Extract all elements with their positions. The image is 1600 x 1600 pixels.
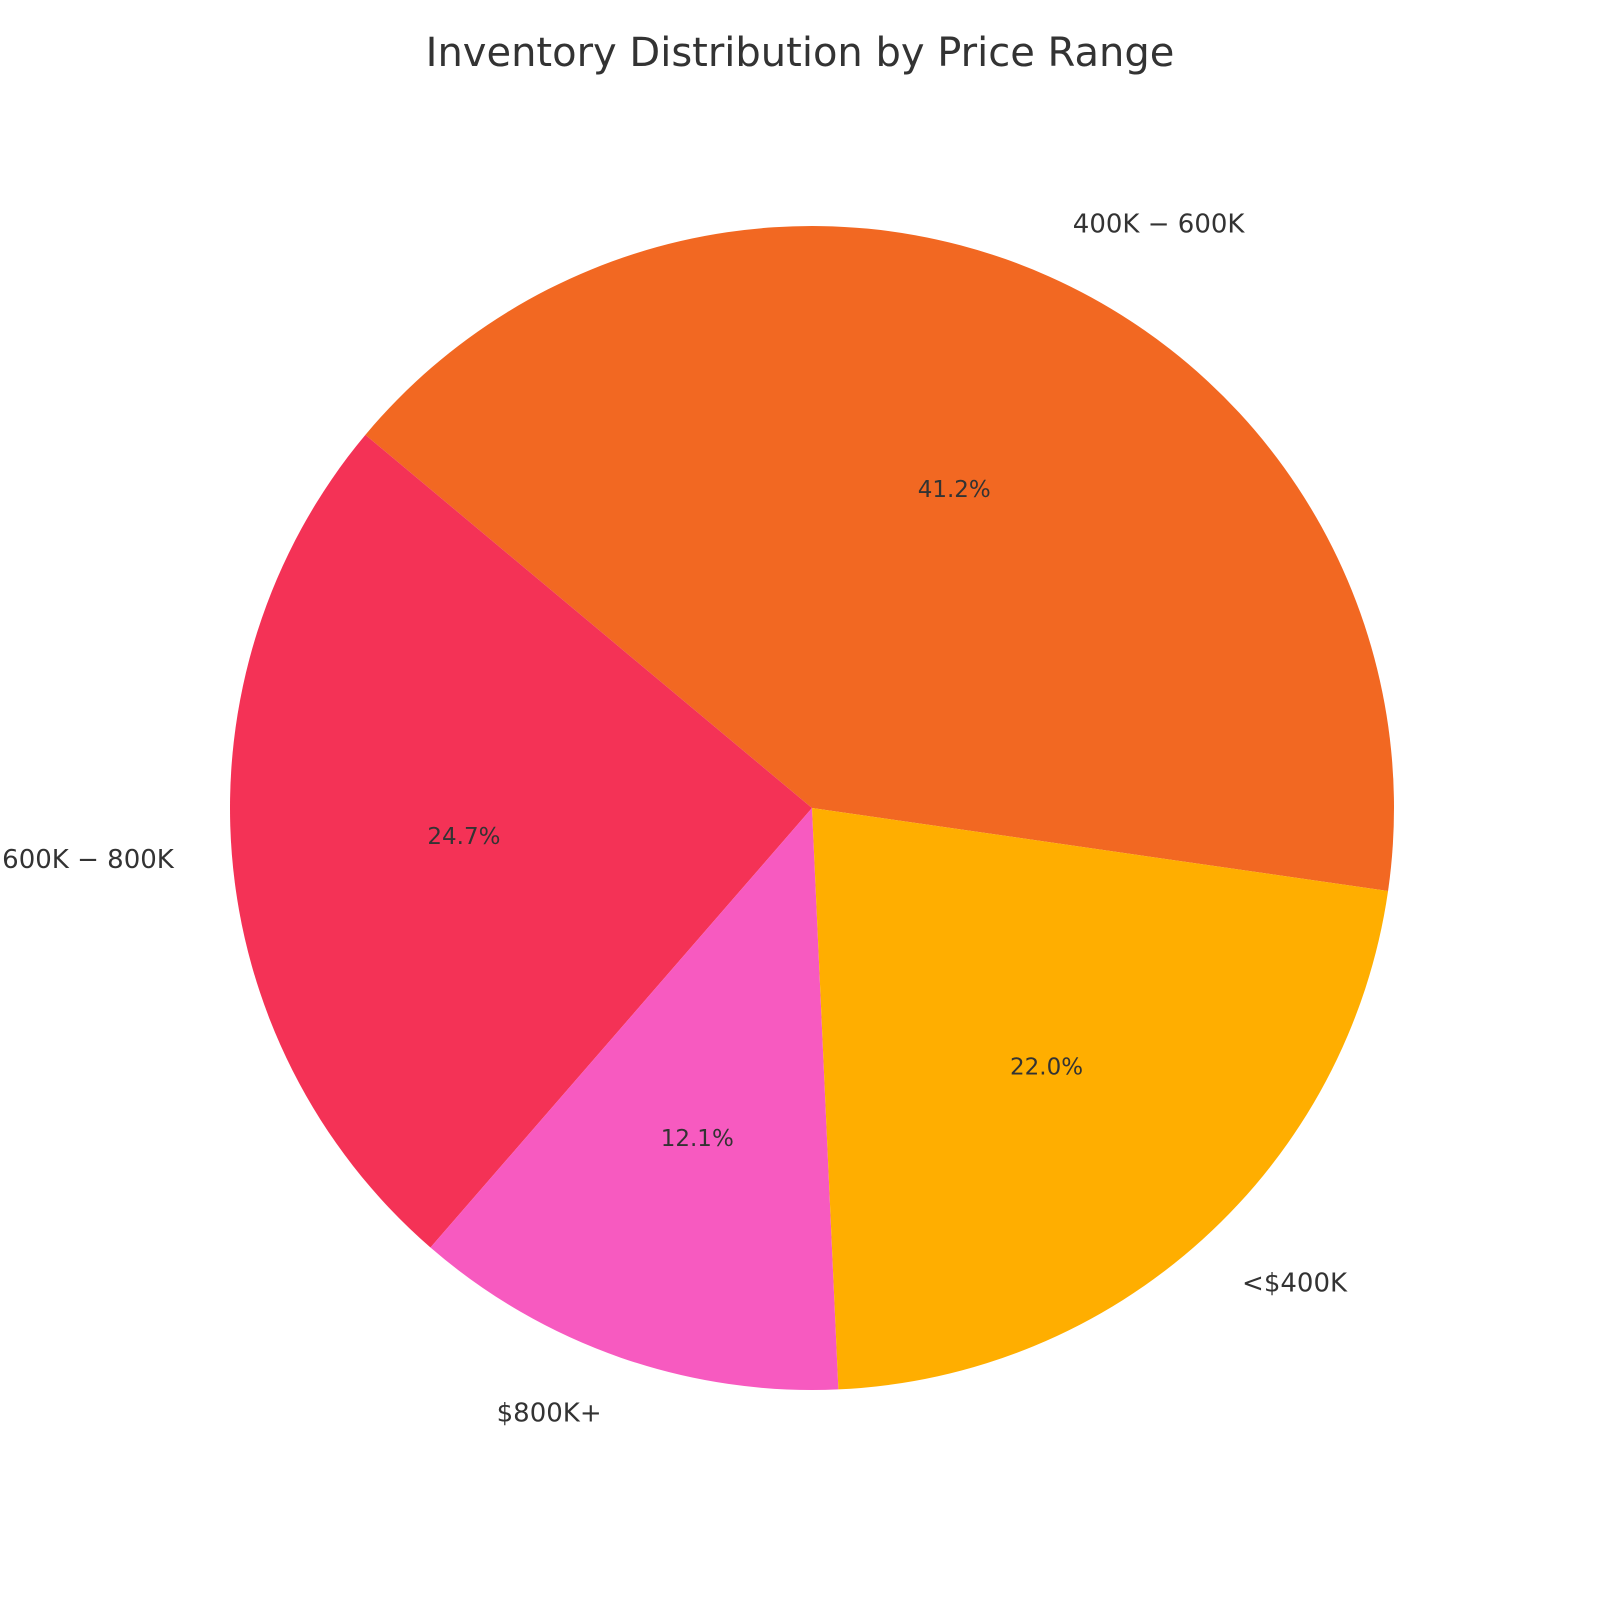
slice-percent-3: 22.0% — [1010, 1055, 1083, 1081]
slice-label-2: $800K+ — [497, 1399, 602, 1429]
slice-percent-1: 24.7% — [427, 824, 500, 850]
chart-title: Inventory Distribution by Price Range — [426, 30, 1175, 76]
pie-labels: 400K − 600K 41.2% 600K − 800K 24.7% $800K+ 12… — [2, 209, 1348, 1428]
slice-label-0: 400K − 600K — [1073, 209, 1246, 239]
slice-label-3: <$400K — [1242, 1268, 1348, 1298]
pie-slice-1 — [229, 434, 812, 1248]
pie-slice-3 — [812, 808, 1389, 1390]
pie-slice-0 — [365, 225, 1394, 892]
slice-label-1: 600K − 800K — [2, 845, 175, 875]
slice-percent-0: 41.2% — [918, 477, 991, 503]
slice-percent-2: 12.1% — [661, 1126, 734, 1152]
pie-slice-2 — [430, 808, 839, 1390]
pie-slices — [229, 225, 1394, 1390]
